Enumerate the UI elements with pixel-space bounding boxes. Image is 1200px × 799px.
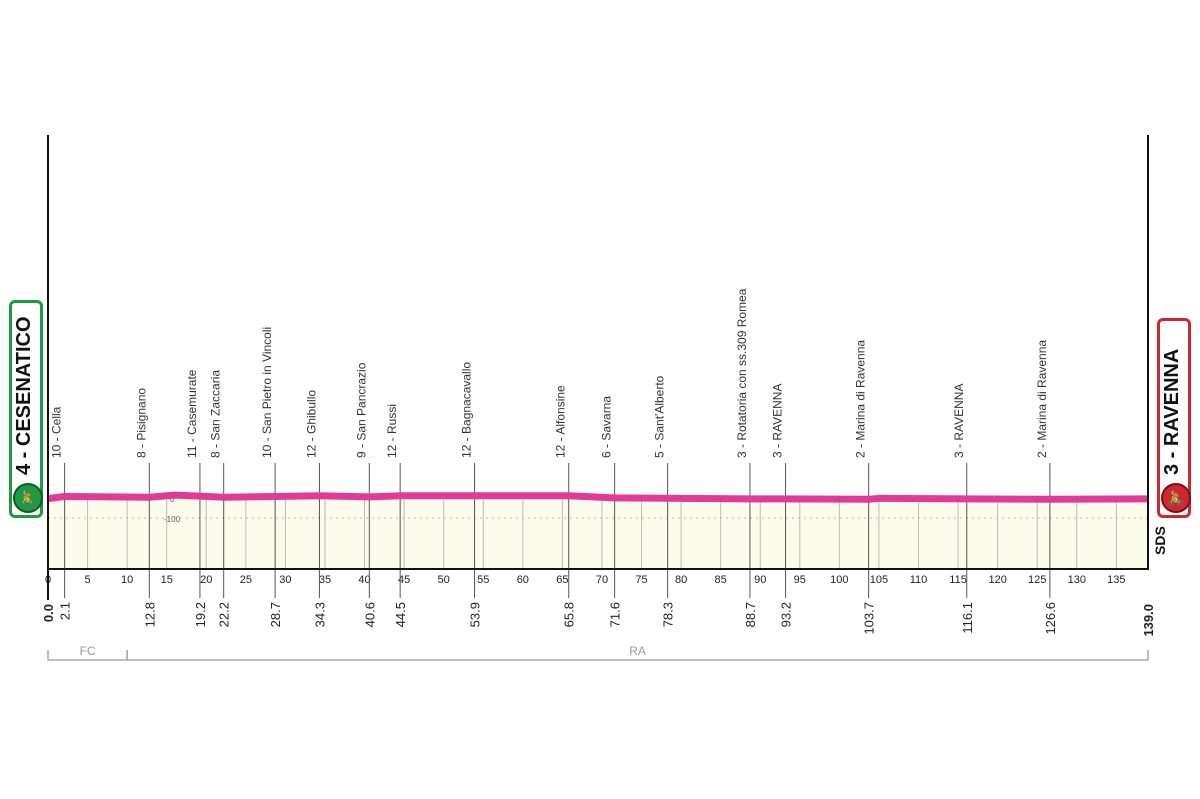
distance-label: 88.7 [743, 602, 758, 627]
altitude-label: 0 [170, 495, 175, 504]
profile-fill [48, 495, 1148, 569]
distance-label: 116.1 [960, 602, 975, 634]
distance-label: 44.5 [393, 602, 408, 627]
distance-label: 34.3 [312, 602, 327, 627]
distance-label: 19.2 [193, 602, 208, 627]
waypoint-label: 12 - Alfonsine [554, 385, 568, 458]
waypoint-label: 10 - San Pietro in Vincoli [260, 327, 274, 458]
finish-badge: 3 - RAVENNA 🚴 [1157, 318, 1191, 518]
km-tick-label: 10 [121, 574, 133, 586]
km-tick-label: 50 [438, 574, 450, 586]
altitude-label: -100 [164, 515, 181, 524]
waypoint-label: 11 - Casemurate [185, 369, 199, 458]
waypoint-label: 6 - Savarna [600, 396, 614, 458]
profile-line [47, 491, 1149, 503]
distance-label: 103.7 [862, 602, 877, 635]
waypoint-label: 2 - Marina di Ravenna [854, 340, 868, 458]
region-bracket [126, 650, 1149, 661]
km-tick-label: 95 [794, 574, 806, 586]
km-tick-label: 15 [161, 574, 173, 586]
distance-label: 22.2 [217, 602, 232, 627]
km-tick-label: 70 [596, 574, 608, 586]
km-tick-label: 115 [949, 574, 967, 586]
distance-label: 93.2 [779, 602, 794, 627]
km-tick-label: 55 [477, 574, 489, 586]
km-tick-label: 20 [200, 574, 212, 586]
waypoint-label: 3 - RAVENNA [771, 384, 785, 458]
finish-label: 3 - RAVENNA [1161, 348, 1183, 475]
distance-label: 0.0 [41, 604, 56, 622]
sds-logo: SDS [1152, 526, 1168, 555]
cyclist-icon: 🚴 [1161, 483, 1191, 513]
km-tick-label: 120 [988, 574, 1006, 586]
start-label: 4 - CESENATICO [13, 316, 35, 475]
distance-label: 71.6 [608, 602, 623, 627]
region-label: FC [80, 644, 96, 658]
cyclist-icon: 🚴 [13, 483, 43, 513]
waypoint-label: 8 - San Zaccaria [209, 370, 223, 458]
km-tick-label: 105 [870, 574, 888, 586]
km-tick-label: 100 [830, 574, 848, 586]
start-badge: 4 - CESENATICO 🚴 [9, 300, 43, 518]
distance-label: 28.7 [268, 602, 283, 627]
km-tick-label: 125 [1028, 574, 1046, 586]
waypoint-label: 3 - Rotatoria con ss.309 Romea [735, 288, 749, 458]
region-label: RA [629, 644, 646, 658]
waypoint-label: 8 - Pisignano [134, 388, 148, 458]
distance-label: 40.6 [362, 602, 377, 627]
waypoint-label: 3 - RAVENNA [952, 384, 966, 458]
distance-label: 65.8 [562, 602, 577, 627]
km-tick-label: 90 [754, 574, 766, 586]
km-tick-label: 135 [1107, 574, 1125, 586]
waypoint-label: 2 - Marina di Ravenna [1035, 340, 1049, 458]
km-tick-label: 35 [319, 574, 331, 586]
km-tick-label: 85 [715, 574, 727, 586]
km-tick-label: 80 [675, 574, 687, 586]
km-tick-label: 45 [398, 574, 410, 586]
distance-label: 78.3 [661, 602, 676, 627]
km-tick-label: 75 [635, 574, 647, 586]
waypoint-label: 5 - Sant'Alberto [653, 375, 667, 458]
km-tick-label: 65 [556, 574, 568, 586]
distance-label: 2.1 [58, 602, 73, 620]
distance-label: 126.6 [1043, 602, 1058, 635]
km-tick-label: 130 [1068, 574, 1086, 586]
distance-label: 53.9 [468, 602, 483, 627]
km-tick-label: 30 [279, 574, 291, 586]
km-tick-label: 110 [910, 574, 928, 586]
km-tick-label: 5 [85, 574, 91, 586]
waypoint-label: 10 - Cella [50, 406, 64, 458]
waypoint-label: 12 - Bagnacavallo [460, 362, 474, 458]
km-tick-label: 40 [358, 574, 370, 586]
distance-label: 12.8 [142, 602, 157, 627]
waypoint-label: 12 - Ghibullo [304, 390, 318, 458]
km-tick-label: 60 [517, 574, 529, 586]
distance-label: 139.0 [1141, 604, 1156, 637]
waypoint-label: 12 - Russi [385, 404, 399, 458]
waypoint-label: 9 - San Pancrazio [354, 362, 368, 458]
km-tick-label: 25 [240, 574, 252, 586]
